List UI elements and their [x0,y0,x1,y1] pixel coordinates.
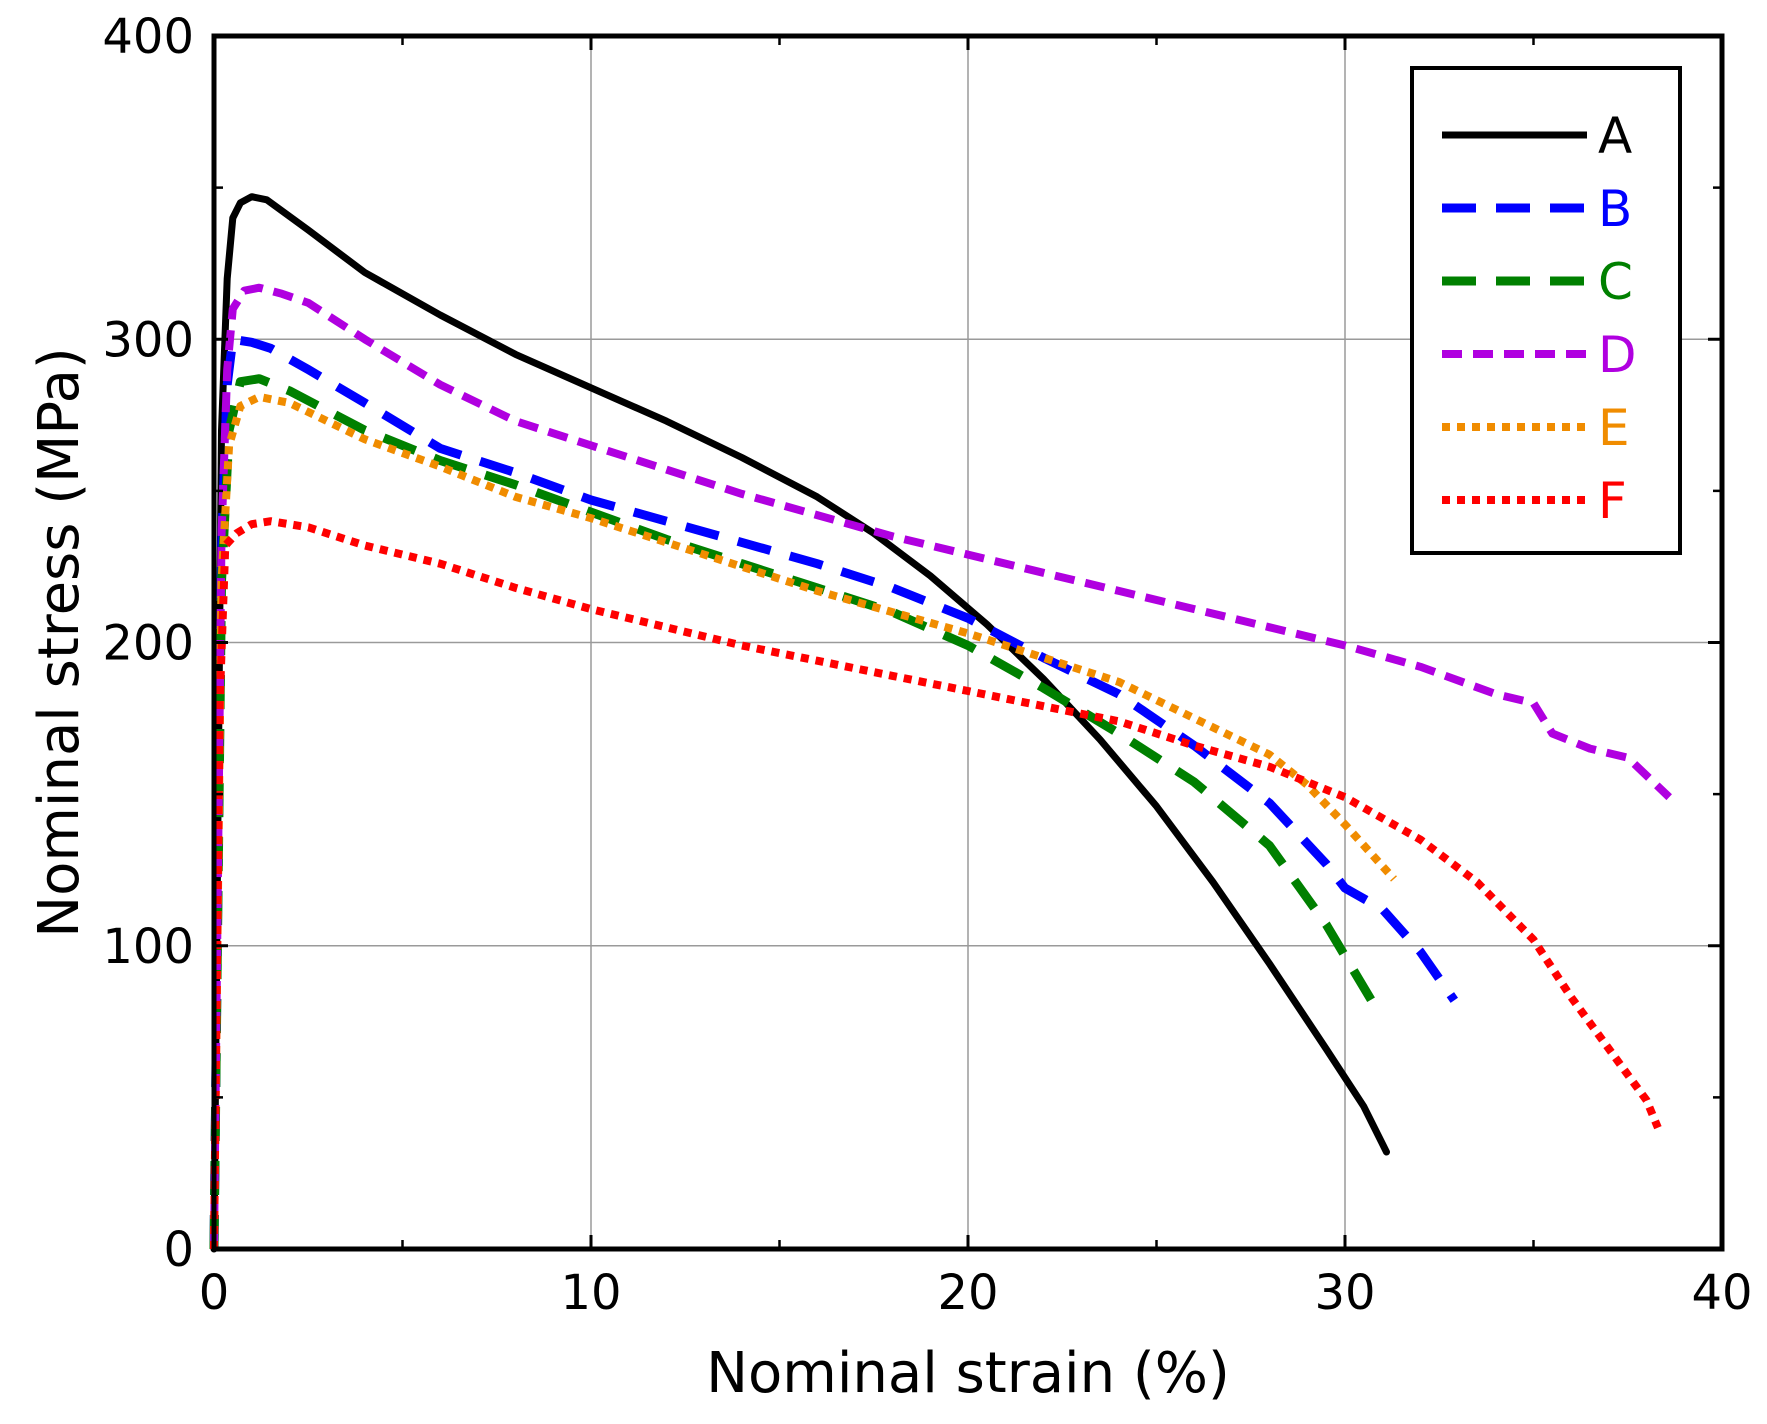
legend-item-B: B [1442,180,1632,238]
x-tick-label: 30 [1314,1265,1375,1321]
x-tick-label: 10 [560,1265,621,1321]
legend-label: C [1598,253,1633,311]
y-tick-label: 200 [102,616,194,672]
legend-label: E [1598,399,1630,457]
legend-item-C: C [1442,253,1633,311]
legend-box [1410,66,1682,555]
legend-label: A [1598,107,1632,165]
legend-item-F: F [1442,472,1627,530]
legend-item-D: D [1442,326,1637,384]
series-line-A [210,193,1390,1253]
legend-label: B [1598,180,1632,238]
y-tick-label: 400 [102,9,194,65]
x-axis-title: Nominal strain (%) [706,1341,1230,1406]
x-tick-label: 40 [1691,1265,1752,1321]
legend-item-E: E [1442,399,1630,457]
series-line-B [209,334,1458,1250]
x-tick-label: 0 [199,1265,230,1321]
legend-item-A: A [1442,107,1632,165]
series-line-E [210,392,1397,1250]
y-axis-title: Nominal stress (MPa) [27,347,92,938]
y-tick-label: 100 [102,919,194,975]
x-tick-label: 20 [937,1265,998,1321]
y-tick-label: 0 [163,1222,194,1278]
series-line-D [210,283,1672,1250]
series-lines [209,193,1672,1253]
legend-label: D [1598,326,1637,384]
series-line-F [210,517,1662,1250]
legend-label: F [1598,472,1627,530]
series-line-C [209,374,1376,1250]
y-tick-label: 300 [102,312,194,368]
